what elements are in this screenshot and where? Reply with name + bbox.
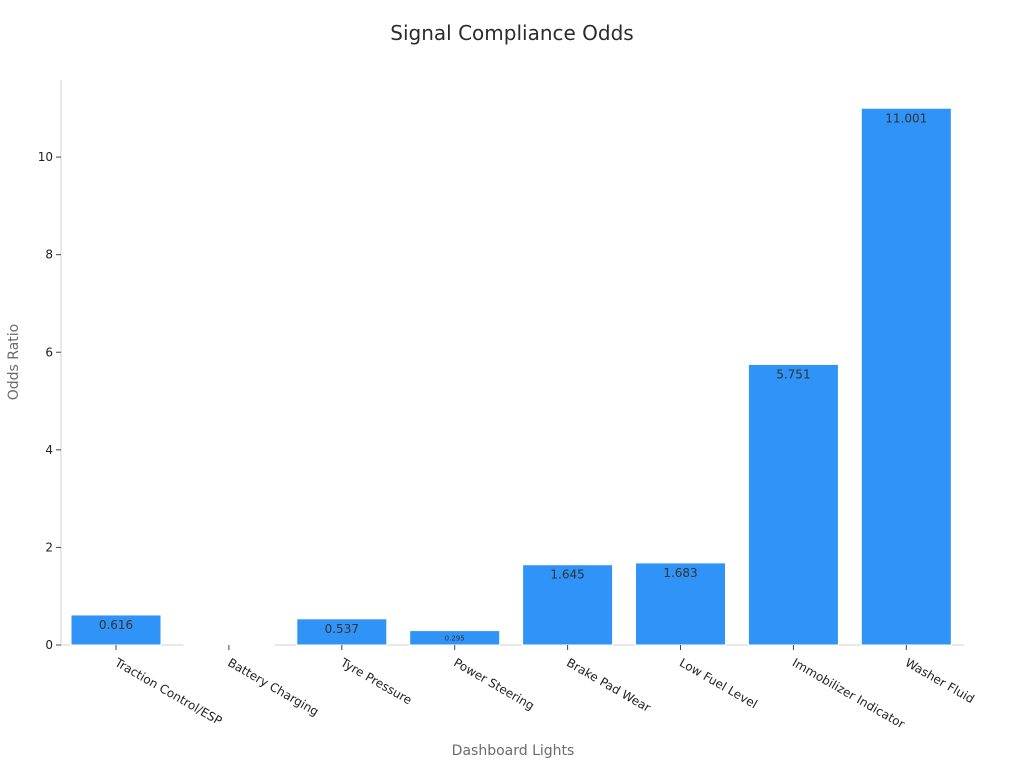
y-axis-title: Odds Ratio	[6, 324, 22, 400]
data-label-tyre-pressure: 0.537	[325, 622, 359, 636]
y-tick-label: 2	[45, 540, 53, 554]
x-tick-label-brake-pad-wear: Brake Pad Wear	[564, 655, 653, 714]
x-axis-ticks: Traction Control/ESP Battery Charging Tyre…	[112, 645, 977, 731]
bar-immobilizer-indicator	[747, 363, 839, 646]
x-tick-label-traction-control-esp: Traction Control/ESP	[112, 655, 225, 728]
y-tick-label: 4	[45, 443, 53, 457]
y-tick-label: 8	[45, 248, 53, 262]
bar-battery-charging	[183, 643, 275, 646]
x-tick-label-washer-fluid: Washer Fluid	[903, 655, 977, 706]
y-tick-label: 10	[38, 150, 53, 164]
y-tick-label: 0	[45, 638, 53, 652]
x-tick-label-tyre-pressure: Tyre Pressure	[337, 655, 414, 707]
x-tick-label-power-steering: Power Steering	[451, 655, 537, 712]
x-tick-label-battery-charging: Battery Charging	[225, 655, 321, 718]
bars-group: 0.616 0.537 0.295 1.645 1.683 5.751 11.001	[70, 107, 952, 646]
x-axis-title: Dashboard Lights	[452, 743, 575, 759]
bar-washer-fluid	[860, 107, 952, 646]
data-label-traction-control-esp: 0.616	[99, 618, 133, 632]
bar-low-fuel-level	[635, 562, 726, 646]
x-tick-label-low-fuel-level: Low Fuel Level	[677, 655, 760, 711]
data-label-low-fuel-level: 1.683	[663, 566, 697, 580]
data-label-washer-fluid: 11.001	[885, 111, 927, 125]
y-tick-label: 6	[45, 345, 53, 359]
chart-title: Signal Compliance Odds	[390, 21, 633, 45]
data-label-power-steering: 0.295	[445, 634, 465, 642]
y-axis-ticks: 0 2 4 6 8 10	[38, 150, 61, 652]
bar-brake-pad-wear	[522, 564, 614, 646]
data-label-immobilizer-indicator: 5.751	[776, 367, 810, 381]
bar-traction-control-esp	[70, 614, 162, 646]
x-tick-label-immobilizer-indicator: Immobilizer Indicator	[790, 655, 907, 731]
data-label-brake-pad-wear: 1.645	[550, 568, 584, 582]
